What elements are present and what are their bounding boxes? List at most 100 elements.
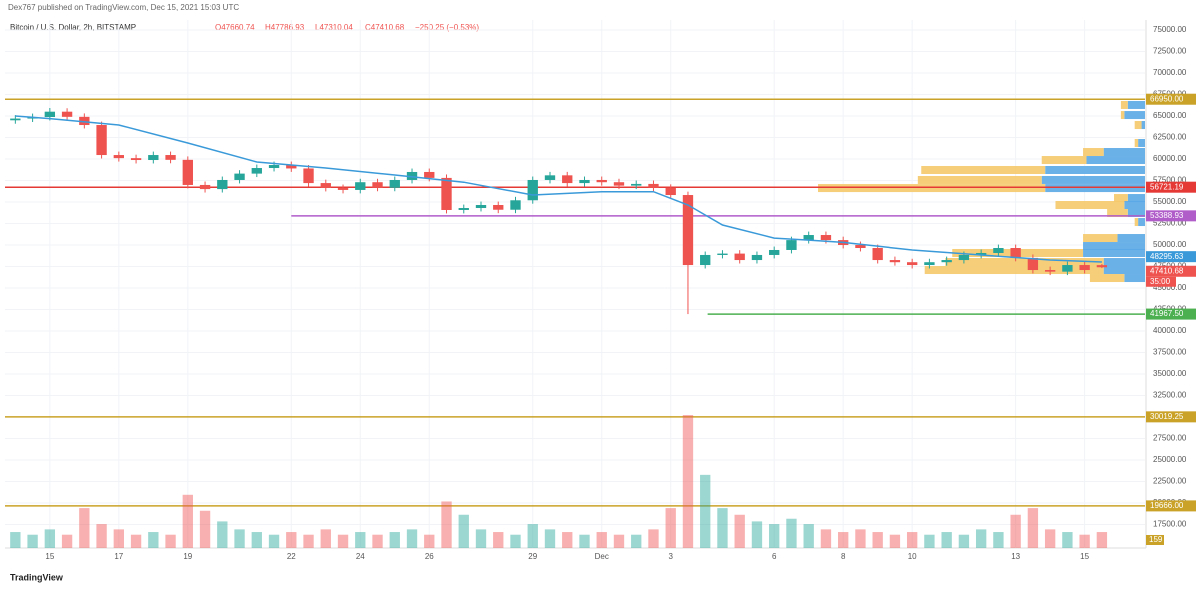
candle-body — [872, 248, 883, 261]
volume-bar — [769, 524, 780, 548]
profile-up — [1127, 100, 1145, 109]
candle-body — [79, 116, 90, 126]
candle-body — [389, 179, 400, 188]
x-tick-label: 22 — [287, 552, 296, 561]
x-tick-label: 13 — [1011, 552, 1020, 561]
volume-bar — [924, 534, 935, 548]
profile-down — [1134, 121, 1142, 130]
volume-bar — [1010, 514, 1021, 548]
volume-bar — [44, 529, 56, 548]
profile-down — [1120, 111, 1125, 120]
volume-bar — [820, 529, 832, 548]
candle-body — [613, 182, 625, 186]
x-tick-label: 15 — [45, 552, 54, 561]
y-tick-label: 55000.00 — [1153, 197, 1187, 206]
price-tag — [1146, 265, 1196, 277]
candle-body — [441, 177, 452, 210]
candle-body — [889, 260, 901, 263]
volume-bar — [406, 529, 418, 548]
x-tick-label: 10 — [908, 552, 917, 561]
profile-up — [1103, 266, 1145, 275]
volume-bar — [993, 532, 1004, 548]
candle-body — [855, 244, 866, 249]
level-tag — [1146, 93, 1196, 105]
profile-up — [1127, 194, 1145, 203]
y-tick-label: 50000.00 — [1153, 240, 1187, 249]
y-tick-label: 72500.00 — [1153, 47, 1187, 56]
ohlc-value: C47410.68 — [365, 23, 405, 32]
candle-body — [510, 200, 521, 210]
volume-bar — [872, 532, 883, 548]
x-tick-label: 19 — [183, 552, 192, 561]
profile-up — [1045, 184, 1145, 193]
y-tick-label: 62500.00 — [1153, 133, 1187, 142]
volume-bar — [562, 532, 573, 548]
candle-body — [372, 182, 383, 188]
candle-body — [113, 155, 125, 159]
profile-down — [921, 165, 1046, 174]
credit: Dex767 published on TradingView.com, Dec… — [8, 3, 239, 12]
profile-up — [1124, 201, 1145, 210]
volume-bar — [665, 508, 676, 548]
candle-body — [1044, 270, 1056, 272]
candle-body — [527, 179, 538, 201]
volume-bar — [251, 532, 262, 548]
volume-bar — [10, 532, 21, 548]
candle-body — [665, 187, 676, 196]
volume-bar — [424, 534, 435, 548]
volume-bar — [958, 534, 970, 548]
level-tag — [1146, 181, 1196, 193]
level-label: 56721.19 — [1150, 182, 1184, 191]
countdown: 35:00 — [1150, 277, 1171, 286]
moving-average — [15, 115, 1102, 263]
candle-body — [44, 111, 56, 118]
profile-up — [1127, 209, 1145, 218]
volume-bar — [941, 532, 952, 548]
candle-body — [682, 195, 694, 266]
x-tick-label: Dec — [595, 552, 609, 561]
candle-body — [958, 254, 970, 261]
profile-down — [818, 184, 1046, 193]
volume-bar — [855, 529, 866, 548]
candle-body — [10, 118, 21, 121]
candle-body — [717, 253, 728, 255]
y-tick-label: 70000.00 — [1153, 68, 1187, 77]
candle-body — [734, 253, 745, 261]
candle-body — [96, 125, 107, 156]
y-tick-label: 37500.00 — [1153, 348, 1187, 357]
x-tick-label: 29 — [528, 552, 537, 561]
candle-body — [544, 175, 556, 180]
ohlc-value: H47786.93 — [265, 23, 305, 32]
volume-bar — [165, 534, 176, 548]
volume-bar — [130, 534, 142, 548]
volume-bar — [27, 534, 38, 548]
volume-bar — [182, 494, 193, 548]
volume-bar — [838, 532, 849, 548]
profile-down — [1120, 100, 1128, 109]
volume-bar — [1027, 508, 1039, 548]
profile-up — [1083, 248, 1145, 257]
level-label: 41967.50 — [1150, 309, 1184, 318]
volume-bar — [613, 534, 625, 548]
candle-body — [786, 240, 797, 250]
profile-down — [1134, 218, 1139, 227]
volume-bar — [700, 474, 711, 548]
volume-bar — [510, 534, 521, 548]
volume-bar — [286, 532, 297, 548]
candle-body — [148, 155, 159, 161]
candle-body — [975, 252, 987, 255]
volume-tag — [1146, 535, 1164, 545]
price-tag — [1146, 251, 1196, 263]
level-label: 19666.00 — [1150, 501, 1184, 510]
volume-bar — [579, 534, 590, 548]
candle-body — [1079, 265, 1090, 271]
profile-down — [1089, 274, 1125, 283]
volume-bar — [631, 534, 642, 548]
level-tag — [1146, 500, 1196, 512]
volume-bar — [596, 532, 607, 548]
y-tick-label: 60000.00 — [1153, 154, 1187, 163]
candle-body — [217, 179, 228, 190]
volume-bar — [1096, 532, 1108, 548]
